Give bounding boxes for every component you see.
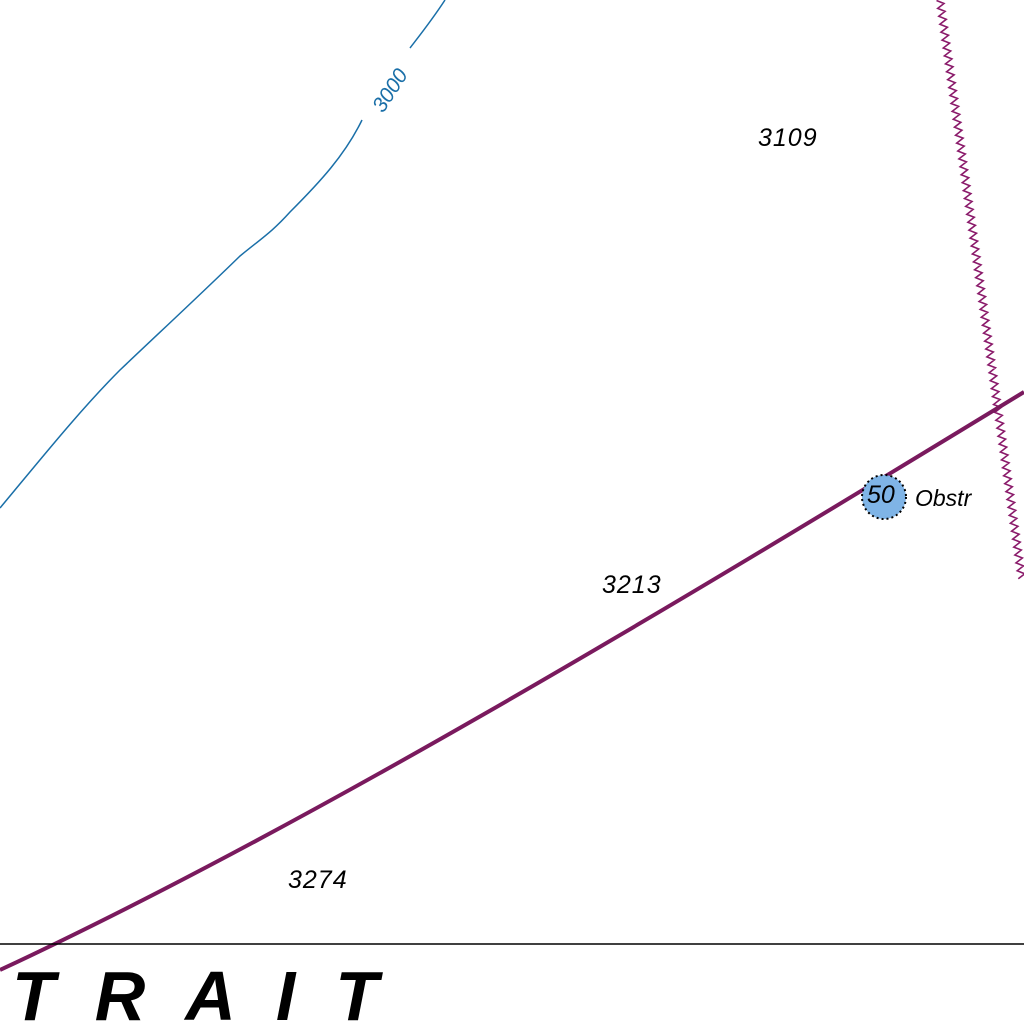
obstruction-depth: 50	[867, 481, 895, 509]
obstruction-circle	[861, 474, 907, 520]
depth-contour-3000	[0, 0, 446, 509]
boundary-line	[936, 0, 1024, 580]
place-name: TRAIT	[12, 957, 419, 1024]
sounding-3109: 3109	[758, 124, 818, 152]
sounding-3274: 3274	[288, 866, 348, 894]
sounding-3213: 3213	[602, 571, 662, 599]
route-line	[0, 390, 1024, 972]
obstruction-label: Obstr	[915, 485, 972, 511]
